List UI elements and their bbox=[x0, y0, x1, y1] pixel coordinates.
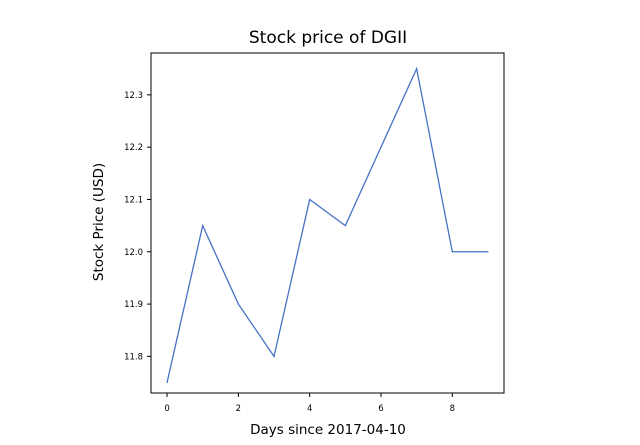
price-data-point bbox=[487, 251, 489, 253]
series-layer bbox=[166, 66, 489, 384]
plot-frame bbox=[150, 52, 505, 394]
price-data-point bbox=[380, 146, 382, 148]
price-data-point bbox=[202, 225, 204, 227]
ticks-layer: 0 2 4 6 8 11.8 11.9 12.0 12.1 12.2 12.3 bbox=[124, 91, 455, 414]
price-data-point bbox=[166, 381, 168, 384]
price-data-point bbox=[451, 251, 453, 253]
price-data-point bbox=[237, 303, 239, 305]
price-series-line bbox=[166, 66, 488, 383]
y-tick-label: 11.9 bbox=[124, 300, 143, 310]
price-data-point bbox=[416, 68, 418, 70]
x-tick-label: 8 bbox=[450, 404, 455, 414]
y-tick-label: 12.0 bbox=[124, 248, 143, 258]
x-tick-label: 0 bbox=[164, 404, 169, 414]
price-data-point bbox=[273, 355, 275, 357]
price-data-point bbox=[344, 225, 346, 227]
y-axis-label: Stock Price (USD) bbox=[91, 163, 107, 281]
x-tick-label: 4 bbox=[307, 404, 312, 414]
y-tick-label: 11.8 bbox=[124, 352, 143, 362]
x-axis-label: Days since 2017-04-10 bbox=[250, 422, 406, 438]
y-tick-label: 12.2 bbox=[124, 143, 143, 153]
y-tick-label: 12.3 bbox=[124, 91, 143, 101]
chart-title: Stock price of DGII bbox=[249, 28, 407, 48]
price-data-point bbox=[309, 198, 311, 201]
y-tick-label: 12.1 bbox=[124, 195, 143, 205]
x-tick-label: 6 bbox=[378, 404, 383, 414]
x-tick-label: 2 bbox=[236, 404, 241, 414]
